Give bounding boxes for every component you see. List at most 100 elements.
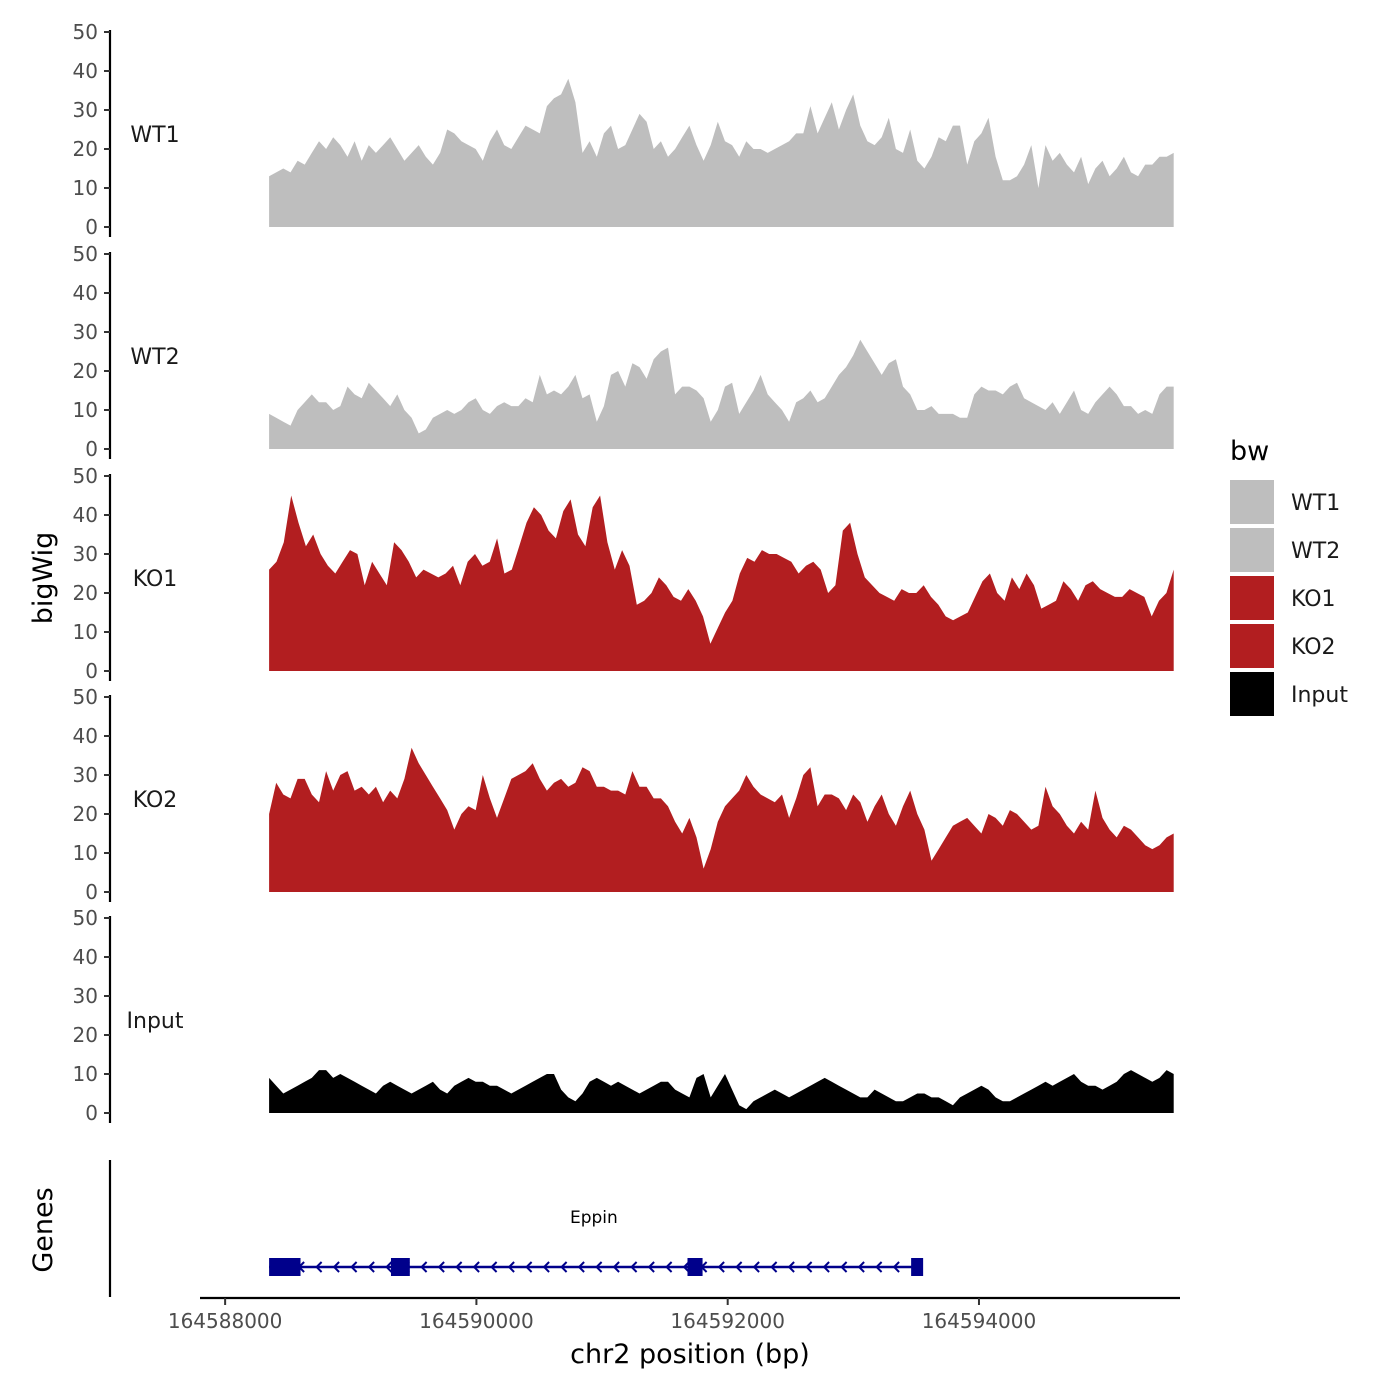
strand-chevron: [682, 1261, 690, 1273]
coverage-area-wt2: [269, 339, 1174, 449]
track-label-input: Input: [127, 1009, 184, 1034]
x-tick-label: 164594000: [922, 1309, 1037, 1333]
legend-title: bw: [1230, 436, 1269, 467]
y-tick-label: 0: [85, 437, 98, 461]
strand-chevron: [385, 1261, 393, 1273]
exon: [390, 1258, 410, 1276]
y-tick-label: 40: [73, 724, 98, 748]
y-tick-label: 10: [73, 176, 98, 200]
y-tick-label: 30: [73, 320, 98, 344]
y-tick-label: 50: [73, 242, 98, 266]
legend-swatch-wt2: [1230, 528, 1274, 572]
strand-chevron: [805, 1261, 813, 1273]
strand-arrows: [297, 1261, 900, 1273]
track-label-wt2: WT2: [130, 345, 179, 370]
strand-chevron: [560, 1261, 568, 1273]
strand-chevron: [665, 1261, 673, 1273]
legend: bw WT1 WT2 KO1 KO2 Input: [1230, 436, 1348, 716]
track-label-ko2: KO2: [133, 788, 178, 813]
strand-chevron: [875, 1261, 883, 1273]
genes-panel: Eppin: [108, 1160, 924, 1297]
strand-chevron: [647, 1261, 655, 1273]
y-tick-label: 10: [73, 841, 98, 865]
legend-label-ko2: KO2: [1291, 635, 1336, 660]
strand-chevron: [612, 1261, 620, 1273]
x-tick-label: 164588000: [168, 1309, 283, 1333]
y-tick-label: 20: [73, 1023, 98, 1047]
strand-chevron: [490, 1261, 498, 1273]
legend-swatch-ko2: [1230, 624, 1274, 668]
strand-chevron: [577, 1261, 585, 1273]
legend-swatch-input: [1230, 672, 1274, 716]
strand-chevron: [472, 1261, 480, 1273]
x-axis: 164588000 164590000 164592000 164594000: [168, 1296, 1180, 1333]
y-tick-label: 10: [73, 398, 98, 422]
y-tick-label: 50: [73, 685, 98, 709]
track-ko2: 0 10 20 30 40 50 KO2: [73, 685, 1174, 904]
strand-chevron: [752, 1261, 760, 1273]
coverage-area-wt1: [269, 78, 1174, 227]
track-ko1: 0 10 20 30 40 50 KO1: [73, 464, 1174, 683]
strand-chevron: [787, 1261, 795, 1273]
y-axis-title: bigWig: [28, 532, 59, 625]
coverage-area-input: [269, 1070, 1174, 1113]
strand-chevron: [840, 1261, 848, 1273]
y-tick-label: 50: [73, 906, 98, 930]
strand-chevron: [770, 1261, 778, 1273]
strand-chevron: [315, 1261, 323, 1273]
strand-chevron: [857, 1261, 865, 1273]
track-input: 0 10 20 30 40 50 Input: [73, 906, 1174, 1125]
strand-chevron: [332, 1261, 340, 1273]
y-tick-label: 40: [73, 945, 98, 969]
track-wt2: 0 10 20 30 40 50 WT2: [73, 242, 1174, 461]
coverage-area-ko1: [269, 495, 1174, 671]
y-tick-label: 40: [73, 281, 98, 305]
y-tick-label: 10: [73, 620, 98, 644]
strand-chevron: [542, 1261, 550, 1273]
genes-axis-title: Genes: [28, 1187, 59, 1272]
y-tick-label: 50: [73, 464, 98, 488]
y-tick-label: 50: [73, 20, 98, 44]
y-tick-label: 20: [73, 802, 98, 826]
tracks-layer: 0 10 20 30 40 50 WT1 0 10 20 30 40 50 WT2 0 10 20 30 40 50 K…: [73, 20, 1174, 1125]
gene-name-label: Eppin: [570, 1208, 618, 1228]
exon: [687, 1258, 703, 1276]
strand-chevron: [507, 1261, 515, 1273]
y-tick-label: 20: [73, 359, 98, 383]
y-tick-label: 10: [73, 1062, 98, 1086]
legend-label-ko1: KO1: [1291, 587, 1336, 612]
y-tick-label: 0: [85, 215, 98, 239]
legend-label-wt1: WT1: [1291, 491, 1340, 516]
legend-label-input: Input: [1291, 683, 1348, 708]
strand-chevron: [455, 1261, 463, 1273]
y-tick-label: 30: [73, 763, 98, 787]
y-tick-label: 0: [85, 880, 98, 904]
x-tick-label: 164590000: [419, 1309, 534, 1333]
y-tick-label: 40: [73, 503, 98, 527]
strand-chevron: [717, 1261, 725, 1273]
y-tick-label: 0: [85, 659, 98, 683]
strand-chevron: [525, 1261, 533, 1273]
coverage-area-ko2: [269, 747, 1174, 892]
legend-swatch-wt1: [1230, 480, 1274, 524]
legend-label-wt2: WT2: [1291, 539, 1340, 564]
y-tick-label: 20: [73, 581, 98, 605]
exon: [911, 1258, 924, 1276]
track-label-wt1: WT1: [130, 123, 179, 148]
strand-chevron: [350, 1261, 358, 1273]
legend-swatch-ko1: [1230, 576, 1274, 620]
y-tick-label: 30: [73, 98, 98, 122]
y-tick-label: 20: [73, 137, 98, 161]
exon: [269, 1258, 301, 1276]
strand-chevron: [437, 1261, 445, 1273]
y-tick-label: 30: [73, 984, 98, 1008]
y-tick-label: 40: [73, 59, 98, 83]
strand-chevron: [822, 1261, 830, 1273]
strand-chevron: [630, 1261, 638, 1273]
strand-chevron: [595, 1261, 603, 1273]
x-tick-label: 164592000: [670, 1309, 785, 1333]
strand-chevron: [892, 1261, 900, 1273]
strand-chevron: [367, 1261, 375, 1273]
y-tick-label: 30: [73, 542, 98, 566]
